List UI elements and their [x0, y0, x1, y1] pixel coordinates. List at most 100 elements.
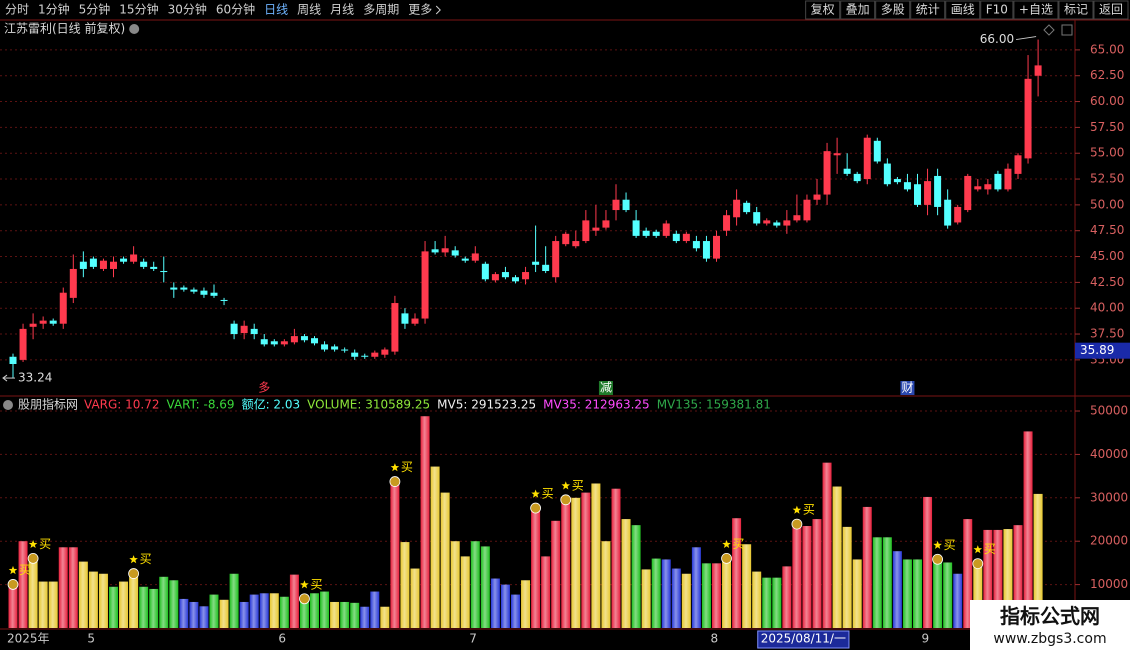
- candle-body: [461, 258, 469, 261]
- volume-bar: [490, 578, 500, 628]
- toolbar-button[interactable]: +自选: [1019, 3, 1053, 17]
- volume-bar: [621, 519, 631, 628]
- candle-body: [39, 320, 47, 324]
- period-tab[interactable]: 多周期: [363, 3, 399, 17]
- date-bar: [0, 630, 1075, 650]
- panel-icon: [1061, 24, 1073, 36]
- volume-bar: [701, 563, 711, 628]
- candle-body: [853, 173, 861, 182]
- y-tick-label: 20000: [1090, 534, 1128, 548]
- period-tab[interactable]: 15分钟: [119, 2, 158, 17]
- signal-label: 买: [401, 460, 413, 474]
- candle-body: [1034, 65, 1042, 76]
- money-bag-icon: [299, 593, 310, 605]
- legend-entry: MV35: 212963.25: [543, 398, 650, 412]
- event-marker-bg: [257, 381, 272, 395]
- volume-bar: [269, 593, 279, 628]
- volume-bar: [571, 497, 581, 628]
- candle-body: [1024, 78, 1032, 159]
- date-label: 2025/08/11/一: [761, 632, 846, 646]
- volume-bar: [209, 594, 219, 628]
- period-tab[interactable]: 60分钟: [216, 2, 255, 17]
- volume-bar: [149, 588, 159, 628]
- volume-bar: [18, 541, 28, 628]
- candle-body: [29, 323, 37, 327]
- date-label: 8: [711, 632, 719, 646]
- button-frame: [875, 0, 911, 20]
- volume-bar: [581, 492, 591, 628]
- toolbar-button[interactable]: 画线: [951, 3, 975, 17]
- candle-body: [220, 299, 228, 301]
- candle-body: [240, 325, 248, 334]
- candle-body: [79, 261, 87, 269]
- candle-body: [351, 352, 359, 357]
- volume-bar: [350, 602, 360, 628]
- money-bag-icon: [530, 502, 541, 514]
- candle-body: [893, 179, 901, 183]
- signal-star: [933, 540, 942, 549]
- candle-body: [934, 175, 942, 207]
- toolbar-button[interactable]: 返回: [1099, 3, 1123, 17]
- toolbar-button[interactable]: 多股: [881, 3, 905, 17]
- candle-body: [140, 261, 148, 267]
- price-marker-label: 35.89: [1080, 343, 1114, 357]
- period-tab[interactable]: 分时: [5, 3, 29, 17]
- toolbar-button[interactable]: 标记: [1064, 3, 1088, 17]
- volume-bar: [440, 492, 450, 628]
- volume-bar: [832, 486, 842, 628]
- money-bag-icon: [7, 579, 19, 590]
- toolbar-button[interactable]: 复权: [811, 3, 835, 17]
- candle-body: [592, 227, 600, 231]
- candle-body: [451, 250, 459, 256]
- candle-body: [9, 356, 17, 365]
- volume-bar: [289, 574, 299, 628]
- signal-label: 买: [572, 478, 584, 492]
- price-marker-box: [1075, 342, 1130, 359]
- indicator-title: 股朋指标网: [18, 397, 78, 412]
- candle-body: [311, 338, 318, 344]
- toolbar-button[interactable]: F10: [986, 3, 1008, 17]
- title-icon: [129, 24, 140, 34]
- event-marker: 财: [901, 381, 913, 395]
- candle-body: [702, 241, 710, 259]
- candle-body: [532, 261, 540, 265]
- candle-body: [391, 303, 399, 352]
- period-tab[interactable]: 更多: [408, 3, 432, 17]
- volume-bar: [591, 483, 601, 628]
- candle-body: [481, 263, 489, 280]
- period-tab[interactable]: 周线: [297, 3, 321, 17]
- money-bag-icon: [560, 494, 572, 506]
- period-tab[interactable]: 1分钟: [38, 2, 70, 17]
- toolbar-button[interactable]: 叠加: [846, 3, 870, 17]
- candle-body: [803, 199, 811, 221]
- y-tick-label: 50000: [1090, 404, 1128, 418]
- event-marker-bg: [598, 381, 613, 395]
- candle-body: [512, 277, 519, 282]
- y-tick-label: 52.50: [1090, 172, 1124, 186]
- volume-bar: [88, 571, 98, 628]
- y-tick-label: 30000: [1090, 490, 1128, 504]
- candle-body: [290, 336, 298, 343]
- signal-star: [28, 539, 38, 549]
- candle-body: [632, 220, 640, 236]
- period-tab[interactable]: 5分钟: [79, 2, 111, 17]
- volume-bar: [360, 606, 370, 628]
- candle-body: [863, 137, 871, 180]
- volume-bar: [561, 497, 571, 628]
- candle-body: [823, 151, 831, 195]
- y-tick-label: 42.50: [1090, 275, 1124, 289]
- toolbar-button[interactable]: 统计: [916, 3, 940, 17]
- volume-bar: [370, 591, 380, 628]
- candle-body: [883, 163, 891, 185]
- volume-bar: [973, 561, 983, 628]
- candle-body: [944, 199, 952, 226]
- period-tab[interactable]: 月线: [330, 3, 354, 17]
- volume-bar: [651, 558, 661, 628]
- period-tab[interactable]: 日线: [264, 3, 288, 17]
- signal-star: [792, 505, 802, 514]
- volume-bar: [38, 581, 48, 628]
- period-tab[interactable]: 30分钟: [168, 2, 207, 17]
- candle-body: [19, 328, 27, 360]
- signal-star: [300, 580, 309, 589]
- candle-body: [49, 320, 57, 324]
